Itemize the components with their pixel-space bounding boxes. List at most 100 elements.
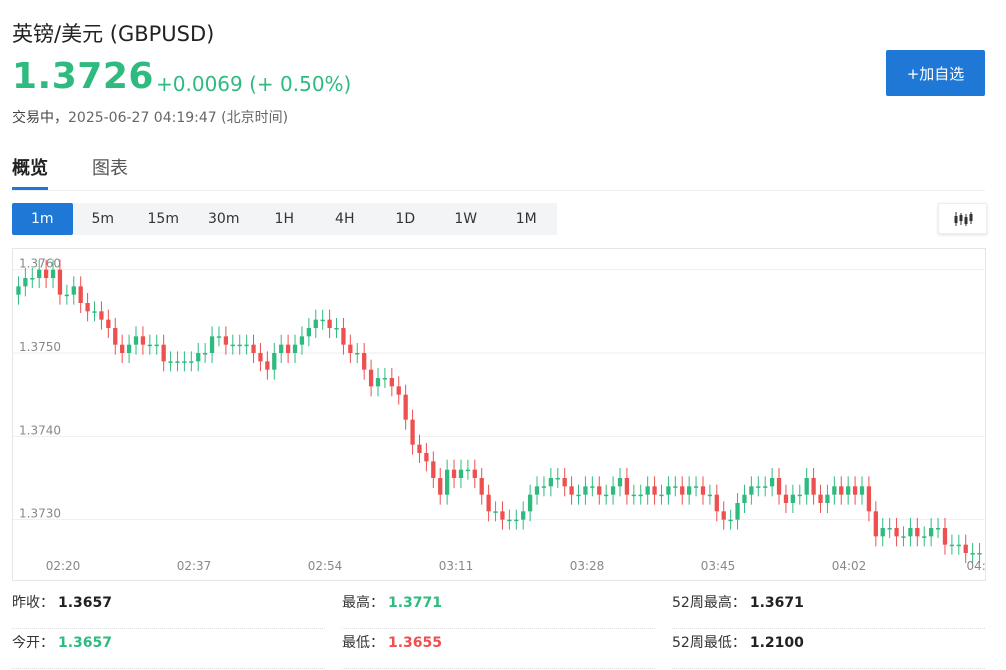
- y-tick-label: 1.3750: [19, 340, 61, 354]
- candle-body: [71, 286, 76, 295]
- candle-body: [486, 494, 491, 512]
- candle-body: [37, 269, 42, 278]
- candle-body: [742, 494, 747, 503]
- candle-body: [265, 361, 270, 370]
- stat-52wk-high-label: 52周最高：: [672, 595, 746, 611]
- candle-body: [859, 486, 865, 495]
- candle-body: [196, 353, 201, 362]
- stat-52wk-low-value: 1.2100: [749, 635, 804, 651]
- candle-body: [375, 378, 381, 387]
- candle-body: [140, 336, 146, 345]
- x-tick-label: 04:02: [832, 559, 867, 573]
- page-title: 英镑/美元 (GBPUSD): [12, 22, 215, 46]
- candle-body: [555, 478, 560, 480]
- candle-body: [935, 528, 941, 530]
- period-1m[interactable]: 1m: [12, 203, 73, 235]
- candle-body: [368, 369, 374, 387]
- candle-body: [894, 528, 899, 537]
- candle-body: [963, 544, 968, 553]
- candle-body: [417, 444, 422, 453]
- candle-body: [133, 336, 139, 345]
- trading-status-label: 交易中，: [12, 110, 68, 126]
- candle-body: [327, 319, 332, 328]
- chart-type-button[interactable]: [938, 203, 987, 234]
- candle-body: [928, 528, 934, 537]
- price-change: +0.0069 (+ 0.50%): [156, 72, 352, 96]
- candle-body: [590, 486, 595, 488]
- period-30m[interactable]: 30m: [208, 211, 240, 227]
- tab-chart[interactable]: 图表: [92, 158, 128, 179]
- candle-body: [804, 478, 809, 495]
- candle-body: [396, 386, 401, 395]
- stat-low-value: 1.3655: [388, 635, 443, 651]
- stat-52wk-high-value: 1.3671: [749, 595, 804, 611]
- candle-body: [749, 486, 754, 495]
- candle-body: [638, 494, 643, 497]
- candle-body: [78, 286, 83, 303]
- candle-body: [292, 344, 298, 353]
- candle-body: [880, 528, 885, 537]
- candle-body: [534, 486, 540, 495]
- stat-52wk-low: 52周最低： 1.2100: [672, 632, 985, 669]
- candle-body: [866, 486, 872, 512]
- candle-body: [949, 544, 955, 547]
- candle-body: [825, 494, 830, 503]
- add-watchlist-button[interactable]: +加自选: [886, 50, 985, 96]
- candle-body: [285, 344, 291, 353]
- candle-body: [956, 544, 961, 547]
- candle-body: [50, 269, 56, 278]
- period-1w[interactable]: 1W: [454, 211, 478, 227]
- candle-body: [873, 511, 878, 537]
- candle-body: [514, 519, 519, 522]
- candle-body: [64, 294, 70, 297]
- candle-body: [631, 494, 636, 497]
- candle-body: [659, 494, 664, 497]
- candle-body: [451, 469, 457, 478]
- candle-body: [120, 344, 125, 353]
- candle-body: [23, 278, 28, 287]
- candle-body: [272, 353, 277, 370]
- candle-body: [597, 486, 602, 495]
- candle-body: [389, 378, 394, 387]
- candle-body: [624, 478, 630, 495]
- period-4h[interactable]: 4H: [335, 211, 355, 227]
- candle-body: [43, 269, 49, 278]
- period-1mo[interactable]: 1M: [515, 211, 537, 227]
- candle-body: [521, 511, 526, 520]
- candle-body: [901, 536, 906, 538]
- candle-body: [604, 494, 609, 497]
- candle-body: [258, 353, 263, 362]
- stat-open: 今开： 1.3657: [12, 632, 325, 669]
- stat-prev-close-value: 1.3657: [58, 595, 113, 611]
- period-15m[interactable]: 15m: [147, 211, 179, 227]
- candle-body: [776, 478, 782, 495]
- x-tick-label: 03:11: [439, 559, 474, 573]
- candle-body: [382, 378, 388, 380]
- candle-body: [569, 486, 574, 495]
- candle-body: [244, 344, 249, 347]
- candle-body: [832, 486, 837, 495]
- candle-body: [299, 336, 305, 345]
- period-5m[interactable]: 5m: [91, 211, 115, 227]
- x-tick-label: 02:20: [46, 559, 81, 573]
- candle-body: [57, 269, 63, 295]
- candle-body: [735, 503, 740, 520]
- candle-body: [189, 361, 194, 363]
- candle-body: [306, 328, 312, 337]
- candle-body: [970, 553, 975, 555]
- period-1h[interactable]: 1H: [274, 211, 294, 227]
- stat-high-value: 1.3771: [388, 595, 443, 611]
- candle-body: [479, 478, 484, 495]
- price-chart[interactable]: 1.3760 1.3750 1.3740 1.3730 02:20 02:37 02:54 0…: [12, 248, 986, 581]
- candle-body: [362, 353, 367, 370]
- candle-body: [209, 336, 215, 353]
- candle-body: [693, 486, 699, 488]
- candle-body: [763, 486, 768, 488]
- tab-overview[interactable]: 概览: [12, 154, 48, 190]
- current-price: 1.3726: [12, 56, 154, 97]
- candlestick-chart: 1.3760 1.3750 1.3740 1.3730 02:20 02:37 02:54 0…: [13, 257, 985, 573]
- period-1d[interactable]: 1D: [395, 211, 416, 227]
- candle-body: [790, 494, 796, 503]
- candle-body: [403, 394, 408, 420]
- candle-body: [839, 486, 844, 495]
